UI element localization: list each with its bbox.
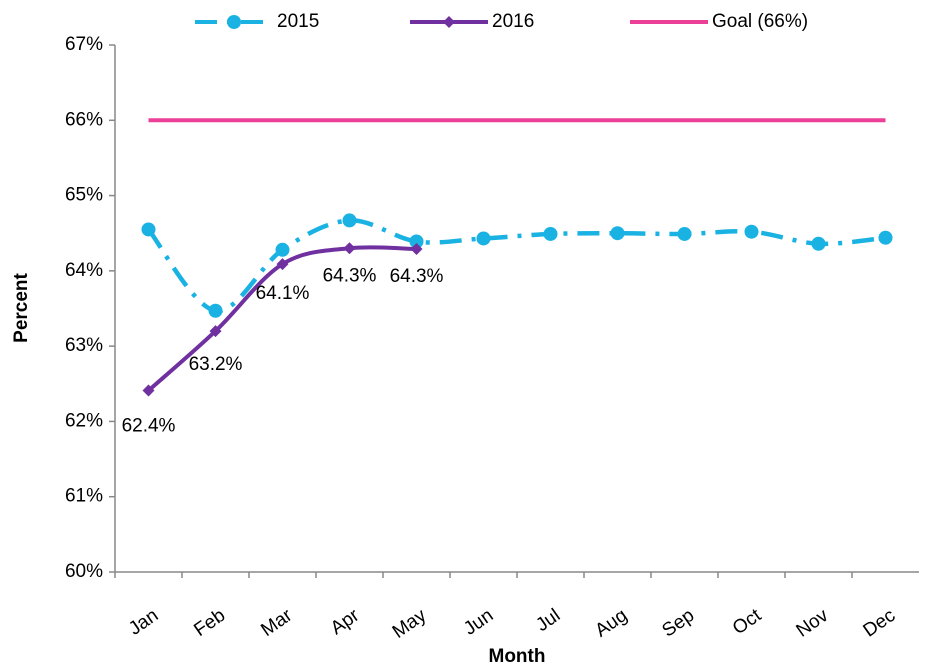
y-tick-label: 63% <box>65 335 103 356</box>
x-tick-label: Jan <box>125 605 162 640</box>
x-tick-label: Oct <box>729 605 766 640</box>
data-point <box>142 384 155 397</box>
data-label: 64.3% <box>323 265 377 286</box>
y-axis-label: Percent <box>11 272 32 342</box>
x-tick-label: Dec <box>860 605 900 642</box>
data-point <box>610 226 625 241</box>
data-point <box>476 231 491 246</box>
data-point <box>543 226 558 241</box>
legend-label: 2015 <box>277 11 319 32</box>
data-point <box>342 213 357 228</box>
data-point <box>410 243 423 256</box>
series-line <box>146 218 886 314</box>
legend-label: Goal (66%) <box>712 11 808 32</box>
data-point <box>209 325 222 338</box>
x-tick-label: Feb <box>190 605 229 641</box>
legend-marker <box>443 16 455 28</box>
data-point <box>276 258 289 271</box>
data-point <box>677 226 692 241</box>
y-tick-label: 64% <box>65 260 103 281</box>
data-point <box>878 230 893 245</box>
data-label: 63.2% <box>189 354 243 375</box>
x-tick-label: May <box>389 605 431 643</box>
data-point <box>811 236 826 251</box>
y-tick-label: 62% <box>65 410 103 431</box>
x-tick-label: Nov <box>793 605 833 642</box>
data-point <box>141 222 156 237</box>
data-point <box>275 242 290 257</box>
y-tick-label: 65% <box>65 185 103 206</box>
data-point <box>343 242 356 255</box>
data-label: 64.1% <box>256 283 310 304</box>
y-tick-label: 61% <box>65 486 103 507</box>
data-point <box>409 234 424 249</box>
y-tick-label: 60% <box>65 561 103 582</box>
x-tick-label: Sep <box>659 605 699 642</box>
x-tick-label: Jul <box>532 605 564 636</box>
x-axis-label: Month <box>489 646 546 667</box>
data-label: 64.3% <box>390 266 444 287</box>
legend-label: 2016 <box>492 11 534 32</box>
data-point <box>208 303 223 318</box>
data-point <box>744 224 759 239</box>
legend-marker <box>227 15 241 29</box>
data-label: 62.4% <box>122 416 176 437</box>
x-tick-label: Mar <box>257 605 296 641</box>
x-tick-label: Aug <box>592 605 632 642</box>
y-tick-label: 66% <box>65 109 103 130</box>
y-tick-label: 67% <box>65 34 103 55</box>
x-tick-label: Jun <box>460 605 497 640</box>
x-tick-label: Apr <box>327 605 364 640</box>
